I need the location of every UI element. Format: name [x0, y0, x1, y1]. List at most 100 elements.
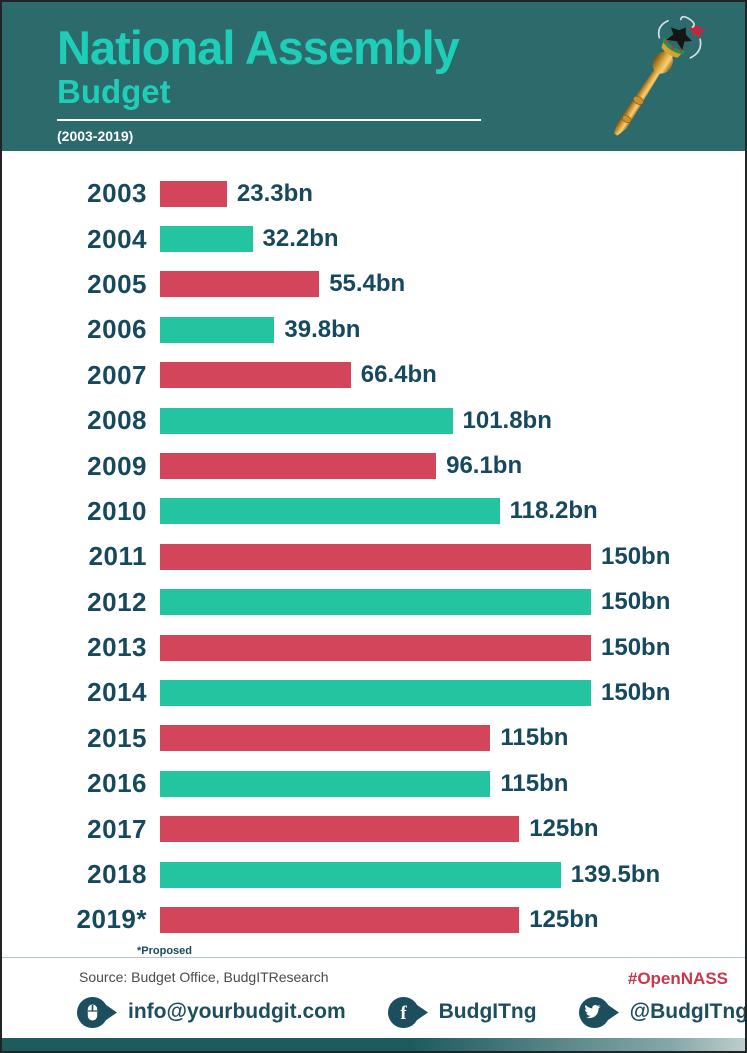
year-label: 2014: [87, 677, 147, 708]
facebook-label: BudgITng: [438, 1000, 537, 1024]
chart-row: 2013 150bn: [2, 625, 745, 670]
value-label: 125bn: [529, 815, 599, 843]
bar: [160, 816, 520, 843]
year-label: 2008: [87, 405, 147, 436]
bar-track: 125bn: [160, 906, 745, 934]
value-label: 115bn: [500, 769, 569, 797]
bar: [160, 679, 591, 706]
chart-row: 2009 96.1bn: [2, 443, 745, 488]
bar-track: 66.4bn: [160, 361, 745, 389]
bar-track: 150bn: [160, 543, 745, 571]
contact-email: info@yourbudgit.com: [77, 996, 346, 1028]
svg-text:f: f: [400, 1003, 407, 1024]
source-text: Source: Budget Office, BudgITResearch: [79, 968, 329, 985]
bar-track: 32.2bn: [160, 225, 745, 253]
bar-track: 150bn: [160, 679, 745, 707]
chart-row: 2004 32.2bn: [2, 216, 745, 261]
footer: Source: Budget Office, BudgITResearch #O…: [2, 956, 745, 1051]
year-label: 2003: [87, 178, 147, 209]
year-label: 2004: [87, 223, 147, 254]
bar: [160, 362, 351, 389]
chart-row: 2018 139.5bn: [2, 852, 745, 897]
year-label: 2009: [87, 450, 147, 481]
bar: [160, 453, 437, 480]
chart-row: 2005 55.4bn: [2, 262, 745, 307]
chart-row: 2014 150bn: [2, 670, 745, 715]
twitter-icon: [578, 996, 619, 1028]
bar: [160, 543, 591, 570]
period-label: (2003-2019): [57, 128, 134, 145]
bar: [160, 725, 491, 752]
bar: [160, 498, 500, 525]
bar-track: 55.4bn: [160, 270, 745, 298]
year-label: 2018: [87, 859, 147, 890]
bar: [160, 316, 275, 343]
bar-track: 115bn: [160, 770, 745, 798]
email-label: info@yourbudgit.com: [128, 1000, 346, 1024]
year-label: 2013: [87, 632, 147, 663]
bar-track: 125bn: [160, 815, 745, 843]
header-divider: [57, 119, 481, 122]
chart-row: 2007 66.4bn: [2, 353, 745, 398]
bar: [160, 634, 591, 661]
page-subtitle: Budget: [57, 72, 171, 110]
chart-row: 2008 101.8bn: [2, 398, 745, 443]
bar-track: 39.8bn: [160, 316, 745, 344]
chart-row: 2016 115bn: [2, 761, 745, 806]
value-label: 139.5bn: [570, 860, 661, 888]
value-label: 66.4bn: [360, 361, 437, 389]
bar: [160, 180, 227, 207]
chart-row: 2017 125bn: [2, 806, 745, 851]
bar-track: 150bn: [160, 588, 745, 616]
facebook-icon: f: [387, 996, 428, 1028]
value-label: 125bn: [529, 905, 599, 933]
bar-track: 139.5bn: [160, 861, 745, 889]
year-label: 2010: [87, 495, 147, 526]
page-title: National Assembly: [57, 21, 460, 74]
chart-row: 2010 118.2bn: [2, 489, 745, 534]
value-label: 96.1bn: [446, 452, 523, 480]
hashtag-label: #OpenNASS: [627, 968, 728, 988]
bar: [160, 861, 561, 888]
chart-row: 2006 39.8bn: [2, 307, 745, 352]
bar-track: 101.8bn: [160, 407, 745, 435]
twitter-label: @BudgITng: [629, 1000, 747, 1024]
chart-row: 2019* 125bn: [2, 897, 745, 942]
contact-row: info@yourbudgit.com f BudgITng @BudgITng: [2, 989, 745, 1038]
bar-track: 96.1bn: [160, 452, 745, 480]
value-label: 150bn: [601, 678, 671, 706]
value-label: 55.4bn: [329, 270, 406, 298]
value-label: 150bn: [601, 588, 671, 616]
bar-track: 23.3bn: [160, 180, 745, 208]
chart-row: 2015 115bn: [2, 716, 745, 761]
chart-row: 2003 23.3bn: [2, 171, 745, 216]
contact-facebook: f BudgITng: [387, 996, 537, 1028]
budget-bar-chart: 2003 23.3bn 2004 32.2bn 2005 55.4bn 2006: [2, 171, 745, 943]
bar: [160, 271, 320, 298]
contact-twitter: @BudgITng: [578, 996, 747, 1028]
bar: [160, 770, 491, 797]
value-label: 101.8bn: [462, 406, 552, 434]
year-label: 2011: [88, 541, 147, 572]
chart-row: 2011 150bn: [2, 534, 745, 579]
bar-track: 150bn: [160, 634, 745, 662]
year-label: 2007: [87, 359, 147, 390]
bar: [160, 906, 520, 933]
year-label: 2019*: [76, 904, 147, 935]
bottom-accent-strip: [2, 1037, 745, 1051]
value-label: 118.2bn: [509, 497, 598, 525]
value-label: 150bn: [601, 633, 671, 661]
bar-track: 118.2bn: [160, 497, 745, 525]
year-label: 2005: [87, 268, 147, 299]
bar: [160, 589, 591, 616]
year-label: 2006: [87, 314, 147, 345]
value-label: 23.3bn: [236, 179, 313, 207]
nigerian-mace-icon: [613, 15, 707, 136]
proposed-note: *Proposed: [137, 944, 193, 957]
chart-row: 2012 150bn: [2, 580, 745, 625]
year-label: 2015: [87, 722, 147, 753]
value-label: 32.2bn: [262, 225, 339, 253]
bar: [160, 407, 453, 434]
mouse-icon: [77, 996, 117, 1028]
